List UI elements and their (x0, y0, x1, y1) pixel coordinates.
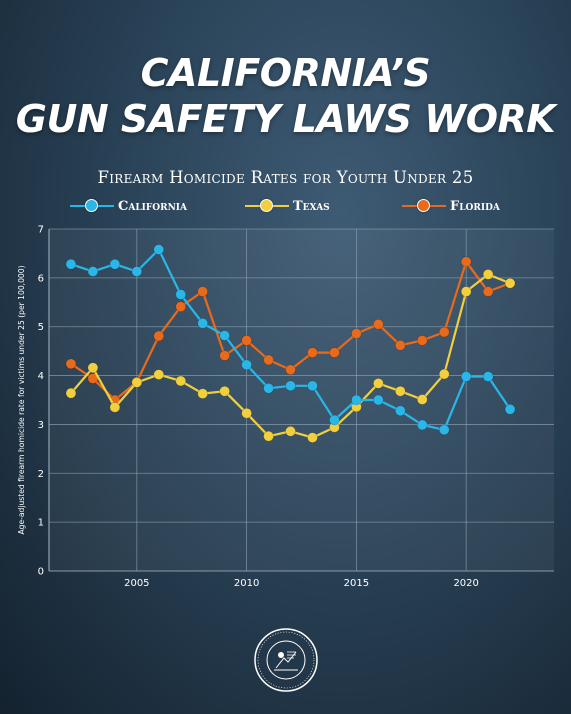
data-point-california-2022 (504, 403, 516, 415)
data-point-texas-2009 (219, 385, 230, 397)
data-point-florida-2021 (482, 286, 494, 297)
data-point-california-2005 (131, 266, 143, 277)
x-tick-label-2015: 2015 (344, 578, 369, 589)
data-point-california-2011 (263, 382, 274, 394)
data-point-texas-2006 (153, 369, 165, 380)
y-tick-label-1: 1 (38, 518, 44, 529)
data-point-texas-2018 (416, 394, 428, 405)
chart-legend: California Texas Florida (0, 196, 571, 216)
data-point-texas-2016 (373, 378, 384, 389)
attorney-general-seal-logo (254, 628, 318, 692)
data-point-texas-2012 (285, 425, 296, 437)
data-point-california-2013 (307, 380, 318, 392)
data-point-florida-2014 (329, 347, 340, 358)
data-point-california-2003 (87, 266, 99, 277)
data-point-texas-2010 (241, 407, 252, 419)
x-tick-label-2005: 2005 (124, 578, 149, 589)
x-tick-label-2020: 2020 (453, 578, 478, 589)
data-point-florida-2016 (373, 318, 384, 330)
data-point-california-2018 (416, 419, 428, 431)
data-point-texas-2005 (131, 377, 143, 388)
headline-line-2: GUN SAFETY LAWS WORK (15, 97, 556, 141)
data-point-texas-2022 (504, 277, 516, 289)
data-point-texas-2020 (460, 286, 472, 297)
y-tick-label-4: 4 (38, 371, 44, 382)
data-point-texas-2013 (307, 432, 318, 443)
y-tick-label-2: 2 (38, 469, 44, 480)
legend-item-texas: Texas (245, 196, 330, 216)
legend-swatch-texas (245, 196, 289, 216)
data-point-florida-2002 (65, 358, 77, 370)
data-point-florida-2011 (263, 354, 274, 366)
legend-swatch-california (70, 196, 114, 216)
y-axis-label: Age-adjusted firearm homicide rate for v… (17, 265, 26, 534)
data-point-texas-2017 (395, 385, 406, 397)
legend-item-florida: Florida (402, 196, 500, 216)
chart-title: Firearm Homicide Rates for Youth Under 2… (97, 168, 474, 187)
data-point-florida-2012 (285, 364, 296, 376)
data-point-florida-2010 (241, 335, 252, 346)
data-point-texas-2011 (263, 430, 274, 442)
data-point-california-2007 (175, 289, 187, 300)
data-point-california-2021 (482, 371, 494, 382)
data-point-florida-2009 (219, 350, 230, 361)
data-point-california-2009 (219, 330, 230, 341)
data-point-florida-2017 (395, 339, 406, 351)
data-point-california-2014 (329, 414, 340, 426)
headline-line-1: CALIFORNIA’S (140, 51, 431, 95)
data-point-california-2010 (241, 359, 252, 371)
data-point-texas-2002 (65, 387, 77, 399)
y-tick-label-6: 6 (38, 273, 44, 284)
data-point-california-2008 (197, 317, 208, 329)
legend-item-california: California (70, 196, 187, 216)
data-point-florida-2007 (175, 301, 187, 312)
data-point-california-2004 (109, 258, 121, 270)
y-tick-label-7: 7 (38, 225, 44, 236)
y-tick-label-0: 0 (38, 567, 44, 578)
legend-marker-california (85, 199, 98, 212)
data-point-california-2002 (65, 258, 77, 270)
legend-label-texas: Texas (293, 198, 330, 214)
x-tick-label-2010: 2010 (234, 578, 259, 589)
data-point-florida-2015 (351, 328, 362, 339)
series-california (65, 244, 516, 436)
data-point-california-2006 (153, 244, 165, 255)
data-point-florida-2013 (307, 347, 318, 358)
data-point-florida-2008 (197, 286, 208, 297)
data-point-texas-2007 (175, 375, 187, 387)
data-point-california-2020 (460, 371, 472, 382)
data-point-texas-2003 (87, 362, 99, 374)
data-point-texas-2019 (438, 368, 450, 380)
data-point-california-2019 (438, 424, 450, 436)
data-point-texas-2008 (197, 388, 208, 399)
data-point-california-2016 (373, 394, 384, 406)
y-tick-label-3: 3 (38, 420, 44, 431)
data-point-texas-2021 (482, 269, 494, 280)
data-point-florida-2006 (153, 330, 165, 342)
data-point-texas-2004 (109, 402, 121, 413)
y-tick-label-5: 5 (38, 322, 44, 333)
data-point-florida-2018 (416, 335, 428, 346)
headline: CALIFORNIA’S GUN SAFETY LAWS WORK (0, 50, 571, 142)
data-point-florida-2019 (438, 326, 450, 338)
legend-marker-texas (260, 199, 273, 212)
data-point-florida-2020 (460, 256, 472, 268)
data-point-california-2015 (351, 394, 362, 406)
data-point-california-2012 (285, 380, 296, 392)
series-texas (65, 269, 516, 443)
data-point-california-2017 (395, 405, 406, 417)
legend-label-california: California (118, 198, 187, 214)
legend-marker-florida (417, 199, 430, 212)
plot-area (49, 229, 554, 571)
legend-label-florida: Florida (450, 198, 500, 214)
legend-swatch-florida (402, 196, 446, 216)
